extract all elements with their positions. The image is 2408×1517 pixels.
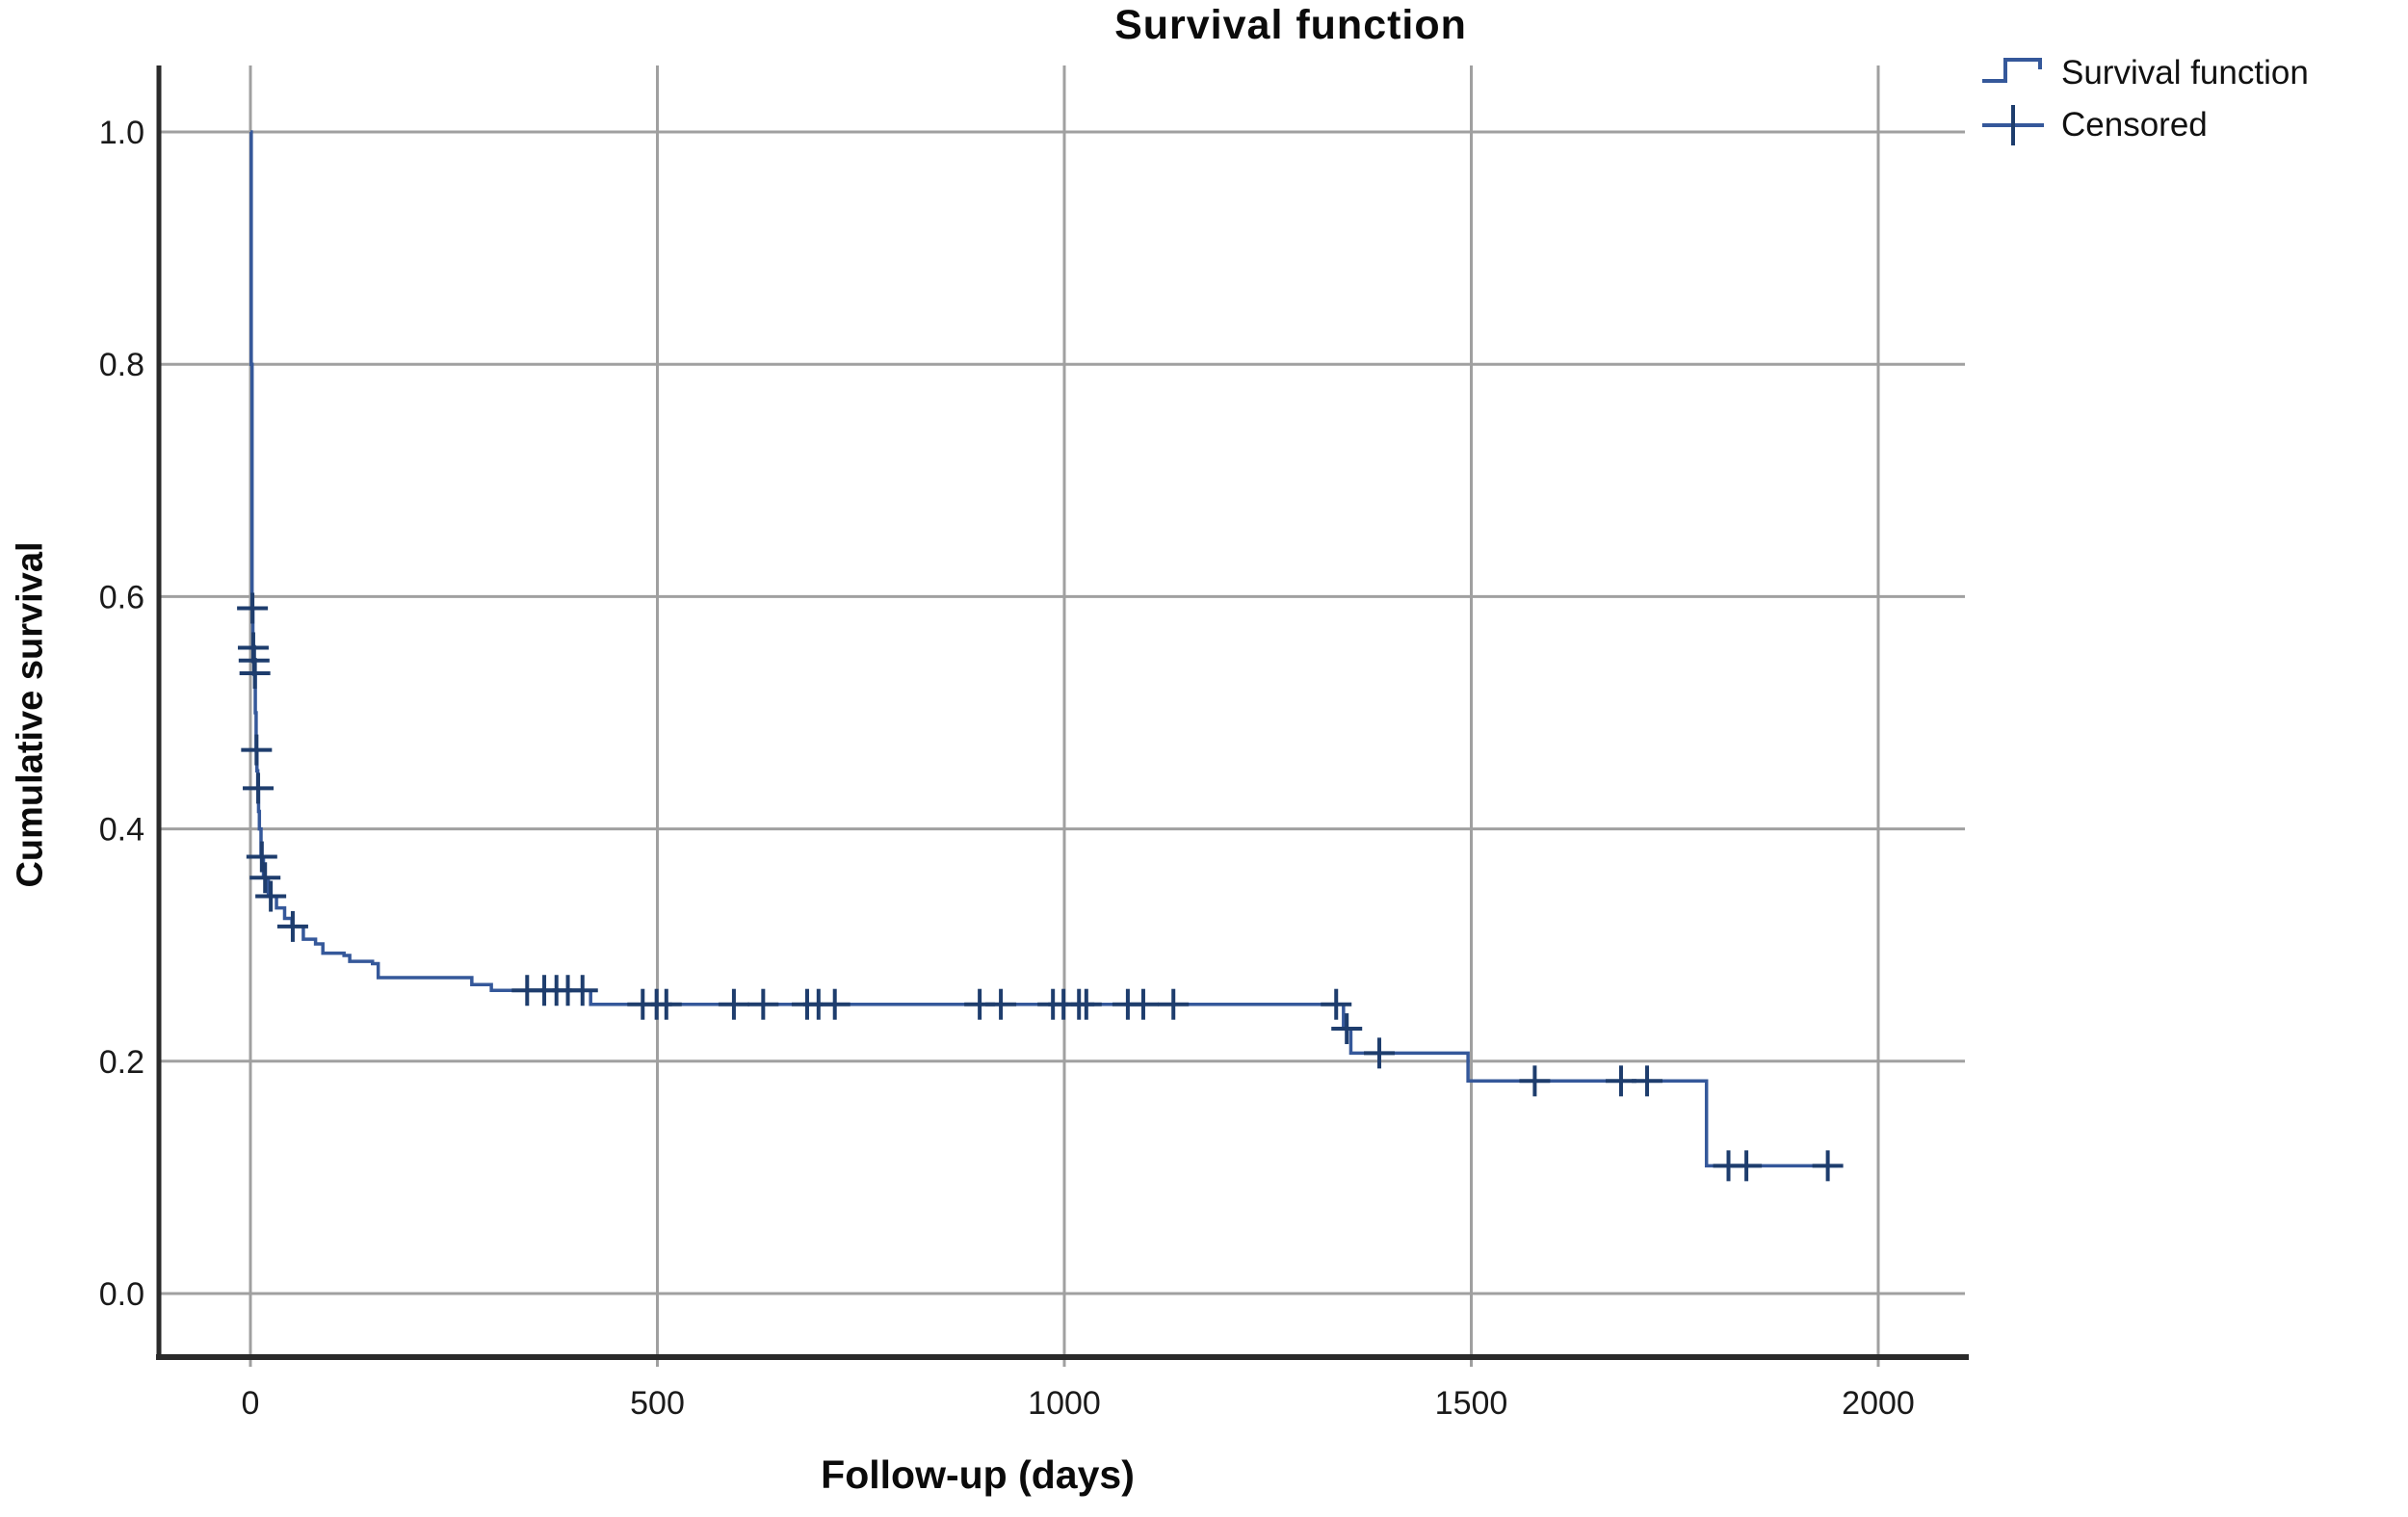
y-tick-label: 0.4 — [99, 812, 144, 849]
censored-cross-icon — [1982, 105, 2044, 145]
x-tick-label: 500 — [630, 1385, 685, 1422]
x-tick-label: 1000 — [1028, 1385, 1101, 1422]
legend-item-survival: Survival function — [1980, 48, 2309, 98]
y-tick-label: 1.0 — [99, 115, 144, 151]
x-tick-label: 1500 — [1435, 1385, 1508, 1422]
y-tick-label: 0.2 — [99, 1044, 144, 1081]
chart-title: Survival function — [1114, 2, 1467, 48]
survival-step-line-icon — [1982, 58, 2042, 83]
legend: Survival function Censored — [1980, 48, 2309, 150]
x-tick-label: 0 — [242, 1385, 260, 1422]
x-tick-label: 2000 — [1842, 1385, 1915, 1422]
y-tick-label: 0.8 — [99, 347, 144, 383]
legend-label-censored: Censored — [2061, 106, 2208, 144]
legend-label-survival: Survival function — [2061, 54, 2309, 92]
legend-item-censored: Censored — [1980, 100, 2309, 150]
y-tick-label: 0.0 — [99, 1276, 144, 1313]
y-tick-label: 0.6 — [99, 579, 144, 615]
x-axis-title: Follow-up (days) — [821, 1452, 1135, 1497]
survival-curve — [249, 130, 1838, 1168]
